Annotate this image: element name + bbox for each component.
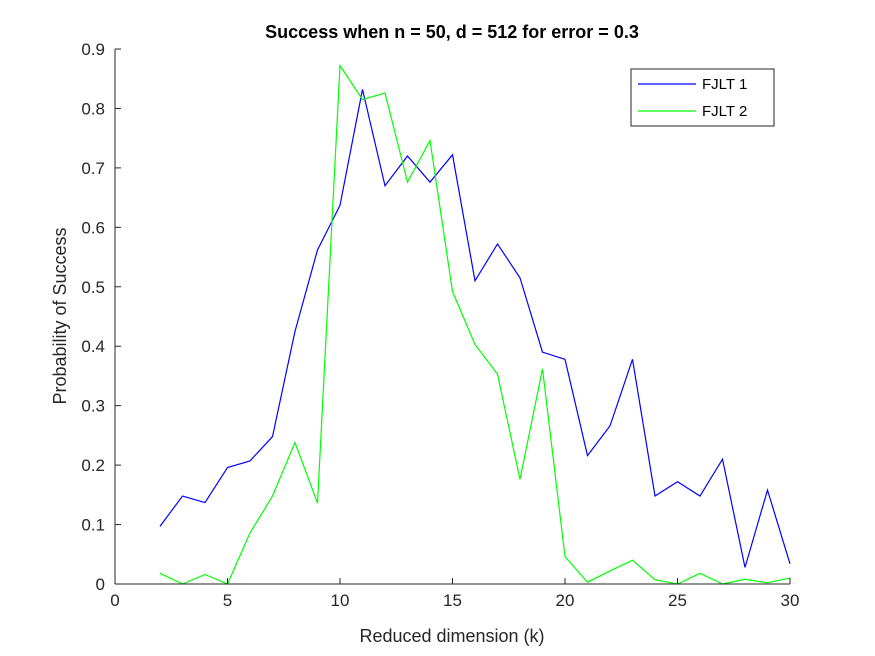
x-tick-label: 15 [443,591,462,610]
x-tick-label: 20 [556,591,575,610]
legend-label-fjlt-1: FJLT 1 [702,76,747,93]
y-tick-label: 0.3 [81,397,105,416]
y-tick-label: 0.8 [81,99,105,118]
y-tick-label: 0.7 [81,159,105,178]
x-tick-label: 0 [110,591,119,610]
chart-title: Success when n = 50, d = 512 for error =… [265,22,639,42]
y-tick-label: 0.2 [81,456,105,475]
series-line-fjlt-1 [159,89,791,568]
ticks-layer: 0 5 10 15 20 25 30 0 0.1 0.2 0.3 0.4 0.5 0.6 0.7 0.8 0.9 [81,40,799,610]
x-axis-title: Reduced dimension (k) [359,626,544,646]
y-tick-label: 0.6 [81,218,105,237]
y-tick-label: 0.1 [81,516,105,535]
y-tick-label: 0.4 [81,337,105,356]
x-tick-label: 5 [223,591,232,610]
y-axis-title: Probability of Success [50,227,70,404]
legend-label-fjlt-2: FJLT 2 [702,103,747,120]
y-tick-label: 0.9 [81,40,105,59]
series-layer [159,63,791,585]
y-tick-label: 0 [96,575,105,594]
legend: FJLT 1 FJLT 2 [630,68,775,127]
legend-box [630,68,775,127]
x-tick-label: 10 [331,591,350,610]
x-tick-label: 30 [781,591,800,610]
y-tick-label: 0.5 [81,278,105,297]
plot-area-background [115,49,790,584]
x-tick-label: 25 [668,591,687,610]
series-line-fjlt-2 [159,63,791,585]
